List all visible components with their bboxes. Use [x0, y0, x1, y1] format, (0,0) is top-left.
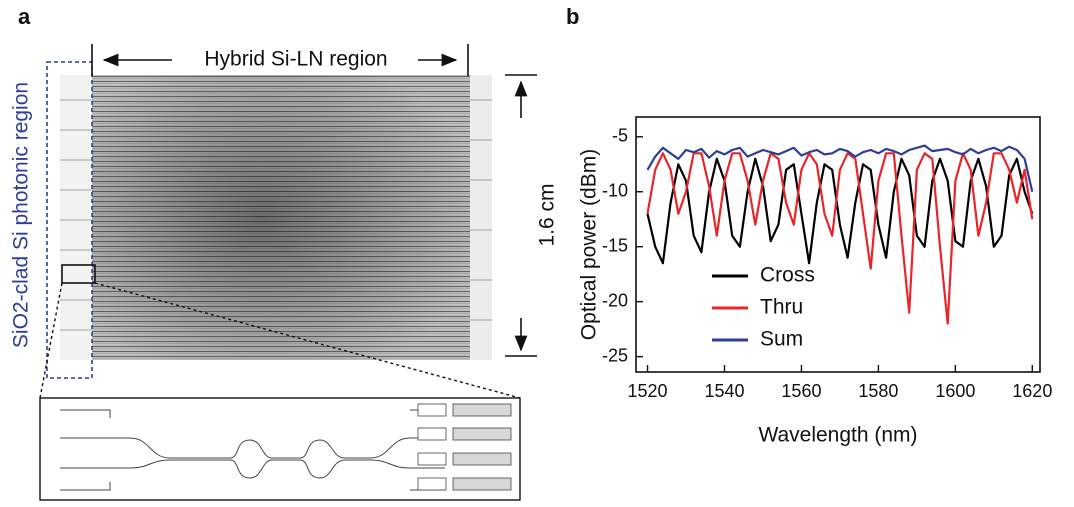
- y-tick-label: -5: [612, 126, 628, 146]
- y-axis-title: Optical power (dBm): [578, 149, 601, 340]
- y-tick-label: -10: [602, 180, 628, 200]
- x-tick-label: 1560: [781, 381, 821, 401]
- scale-label: 1.6 cm: [536, 183, 559, 246]
- x-tick-label: 1620: [1012, 381, 1052, 401]
- micrograph: [60, 75, 492, 360]
- legend-label: Sum: [760, 328, 803, 351]
- x-tick-label: 1520: [628, 381, 668, 401]
- y-tick-label: -15: [602, 235, 628, 255]
- region-label: Hybrid Si-LN region: [204, 48, 387, 71]
- legend-label: Thru: [760, 296, 803, 319]
- inset: [39, 397, 521, 501]
- y-tick-label: -20: [602, 290, 628, 310]
- region-marker: [91, 44, 469, 76]
- side-label: SiO2-clad Si photonic region: [10, 82, 33, 348]
- zoom-box: [61, 264, 96, 284]
- legend-label: Cross: [760, 264, 815, 287]
- si-region-box: [46, 61, 93, 379]
- series-line: [646, 144, 1034, 192]
- scale-marker: [505, 74, 537, 357]
- x-tick-label: 1600: [935, 381, 975, 401]
- x-tick-label: 1580: [858, 381, 898, 401]
- panel-label: a: [18, 4, 31, 29]
- y-tick-label: -25: [602, 345, 628, 365]
- zoom-lines: [39, 282, 521, 399]
- plot-frame: [635, 116, 1041, 373]
- series-line: [646, 152, 1034, 325]
- x-axis-title: Wavelength (nm): [758, 424, 917, 447]
- x-tick-label: 1540: [704, 381, 744, 401]
- panel-label: b: [566, 4, 579, 29]
- series-line: [646, 157, 1034, 265]
